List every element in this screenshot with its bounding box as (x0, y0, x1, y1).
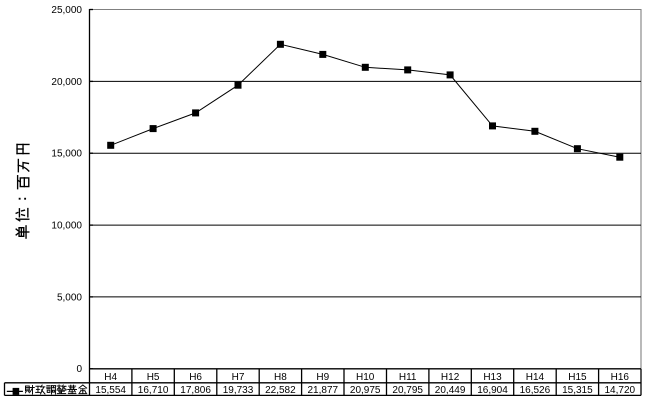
svg-text:H6: H6 (189, 372, 202, 383)
svg-text:17,806: 17,806 (180, 385, 211, 396)
svg-text:H5: H5 (147, 372, 160, 383)
svg-text:H11: H11 (399, 372, 417, 383)
svg-text:20,795: 20,795 (392, 385, 423, 396)
svg-text:16,904: 16,904 (477, 385, 508, 396)
svg-text:H15: H15 (568, 372, 587, 383)
svg-text:H12: H12 (441, 372, 460, 383)
svg-text:16,526: 16,526 (520, 385, 551, 396)
svg-text:20,975: 20,975 (350, 385, 381, 396)
svg-text:15,000: 15,000 (51, 149, 82, 160)
svg-text:20,000: 20,000 (51, 77, 82, 88)
svg-text:H14: H14 (526, 372, 545, 383)
svg-text:25,000: 25,000 (51, 5, 82, 16)
svg-text:15,315: 15,315 (562, 385, 593, 396)
svg-text:H9: H9 (316, 372, 329, 383)
svg-text:H8: H8 (274, 372, 287, 383)
svg-text:15,554: 15,554 (95, 385, 126, 396)
svg-text:H10: H10 (356, 372, 375, 383)
svg-text:21,877: 21,877 (308, 385, 339, 396)
svg-text:5,000: 5,000 (57, 292, 82, 303)
svg-text:H7: H7 (232, 372, 245, 383)
svg-text:20,449: 20,449 (435, 385, 466, 396)
svg-text:16,710: 16,710 (138, 385, 169, 396)
svg-text:22,582: 22,582 (265, 385, 296, 396)
svg-text:H13: H13 (483, 372, 502, 383)
svg-text:0: 0 (76, 364, 82, 375)
svg-text:H16: H16 (611, 372, 630, 383)
svg-text:19,733: 19,733 (223, 385, 254, 396)
svg-text:H4: H4 (104, 372, 117, 383)
svg-text:10,000: 10,000 (51, 221, 82, 232)
svg-text:14,720: 14,720 (605, 385, 636, 396)
